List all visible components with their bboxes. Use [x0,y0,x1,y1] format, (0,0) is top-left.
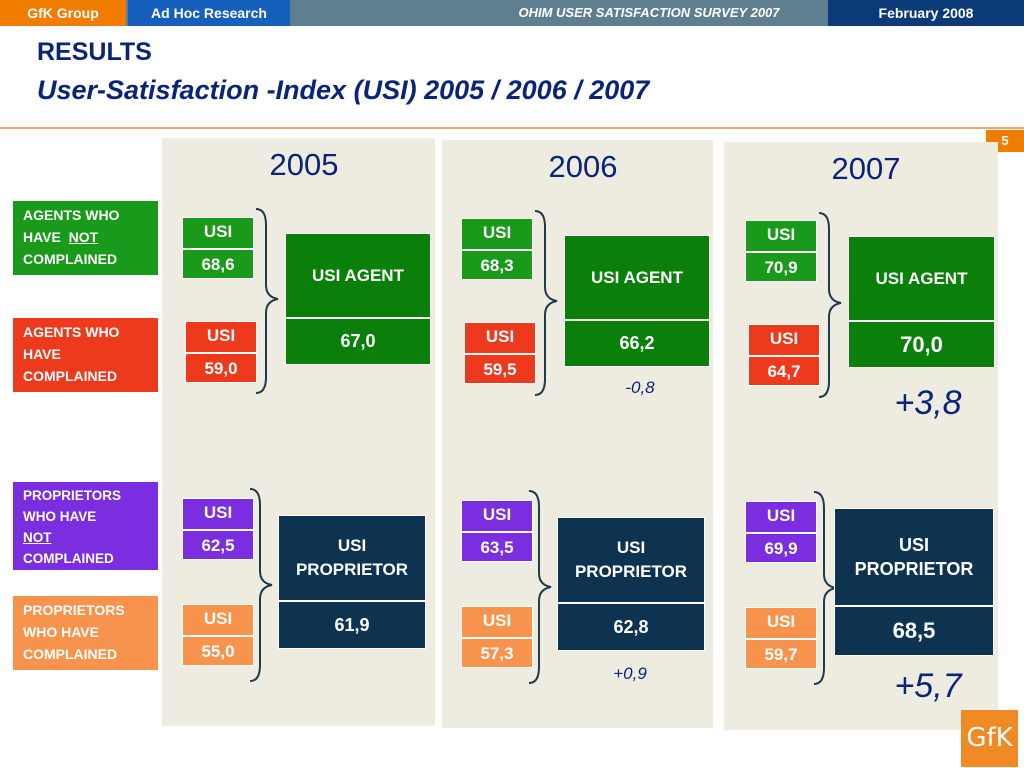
usi-value: 59,7 [764,645,798,664]
usi-agent-title: USI AGENT [312,265,404,285]
usi-agent-box-2005: USI AGENT 67,0 [285,233,431,365]
usi-proprietors-not-complained-2005: USI 62,5 [182,498,254,560]
proprietor-change-2007: +5,7 [894,667,962,705]
usi-agents-complained-2007: USI 64,7 [748,324,820,386]
bracket-agents-2006 [534,210,558,396]
usi-agents-not-complained-2005: USI 68,6 [182,217,254,279]
result-divider [558,602,704,604]
usi-proprietors-complained-2007: USI 59,7 [745,607,817,669]
legend-proprietors-not-complained: PROPRIETORS WHO HAVE NOT COMPLAINED [12,481,159,571]
usi-proprietor-value: 68,5 [892,618,936,643]
result-divider [849,320,994,322]
header-survey-title: OHIM USER SATISFACTION SURVEY 2007 [470,0,828,26]
result-divider [286,317,430,319]
usi-proprietor-title: USI PROPRIETOR [574,538,688,581]
header-section: Ad Hoc Research [128,0,290,26]
usi-proprietor-title: USI PROPRIETOR [295,536,409,579]
agent-change-2006: -0,8 [625,378,655,397]
usi-label: USI [465,323,535,355]
usi-label: USI [183,499,253,531]
usi-proprietor-box-2005: USI PROPRIETOR 61,9 [278,515,426,649]
usi-value: 59,5 [483,360,517,379]
usi-value: 63,5 [480,538,514,557]
usi-agents-not-complained-2007: USI 70,9 [745,220,817,282]
usi-agent-title: USI AGENT [591,267,683,287]
legend-not-emphasis: NOT [68,229,99,245]
usi-agent-title: USI AGENT [875,268,968,288]
bracket-agents-2007 [818,212,842,398]
header-date: February 2008 [828,0,1024,26]
usi-proprietor-box-2007: USI PROPRIETOR 68,5 [834,508,994,656]
usi-value: 68,6 [201,255,235,274]
usi-value: 69,9 [764,539,798,558]
usi-agents-complained-2006: USI 59,5 [464,322,536,384]
usi-value: 64,7 [767,362,801,381]
usi-agent-value: 67,0 [340,331,376,351]
usi-value: 68,3 [480,256,514,275]
page-title: RESULTS [37,38,152,66]
usi-label: USI [746,502,816,534]
usi-value: 57,3 [480,644,514,663]
usi-agent-box-2006: USI AGENT 66,2 [564,235,710,367]
result-divider [565,319,709,321]
usi-proprietor-title: USI PROPRIETOR [854,535,974,579]
year-label-2006: 2006 [548,149,618,184]
usi-label: USI [749,325,819,357]
bracket-proprietors-2005 [249,488,273,682]
usi-proprietor-value: 62,8 [613,616,649,637]
usi-value: 59,0 [204,359,238,378]
usi-value: 70,9 [764,258,798,277]
legend-agents-complained: AGENTS WHO HAVE COMPLAINED [12,317,159,393]
usi-proprietors-not-complained-2006: USI 63,5 [461,500,533,562]
header-brand: GfK Group [0,0,126,26]
usi-proprietor-value: 61,9 [334,614,370,635]
year-label-2007: 2007 [831,151,901,186]
usi-label: USI [746,221,816,253]
legend-agents-not-complained: AGENTS WHO HAVE NOT COMPLAINED [12,200,159,276]
usi-proprietors-not-complained-2007: USI 69,9 [745,501,817,563]
usi-value: 55,0 [201,642,235,661]
usi-proprietors-complained-2006: USI 57,3 [461,606,533,668]
title-divider [0,127,1024,129]
bracket-agents-2005 [255,208,279,394]
usi-label: USI [746,608,816,640]
usi-proprietor-box-2006: USI PROPRIETOR 62,8 [557,517,705,651]
usi-label: USI [183,218,253,250]
usi-agent-value: 70,0 [900,331,943,357]
usi-agents-complained-2005: USI 59,0 [185,321,257,383]
usi-agent-value: 66,2 [619,333,655,353]
result-divider [279,600,425,602]
usi-agent-box-2007: USI AGENT 70,0 [848,236,995,368]
legend-not-emphasis: NOT [23,530,52,545]
agent-change-2007: +3,8 [894,384,962,422]
usi-label: USI [183,605,253,637]
usi-label: USI [462,219,532,251]
usi-proprietors-complained-2005: USI 55,0 [182,604,254,666]
usi-agents-not-complained-2006: USI 68,3 [461,218,533,280]
legend-proprietors-complained: PROPRIETORS WHO HAVE COMPLAINED [12,595,159,671]
page-subtitle: User-Satisfaction -Index (USI) 2005 / 20… [37,75,650,105]
usi-label: USI [462,501,532,533]
usi-value: 62,5 [201,536,235,555]
bracket-proprietors-2006 [528,490,552,684]
usi-label: USI [186,322,256,354]
usi-label: USI [462,607,532,639]
proprietor-change-2006: +0,9 [613,664,647,683]
result-divider [835,605,993,607]
gfk-logo: GfK [961,710,1018,767]
gfk-logo-text: GfK [966,723,1013,753]
year-label-2005: 2005 [269,147,339,182]
